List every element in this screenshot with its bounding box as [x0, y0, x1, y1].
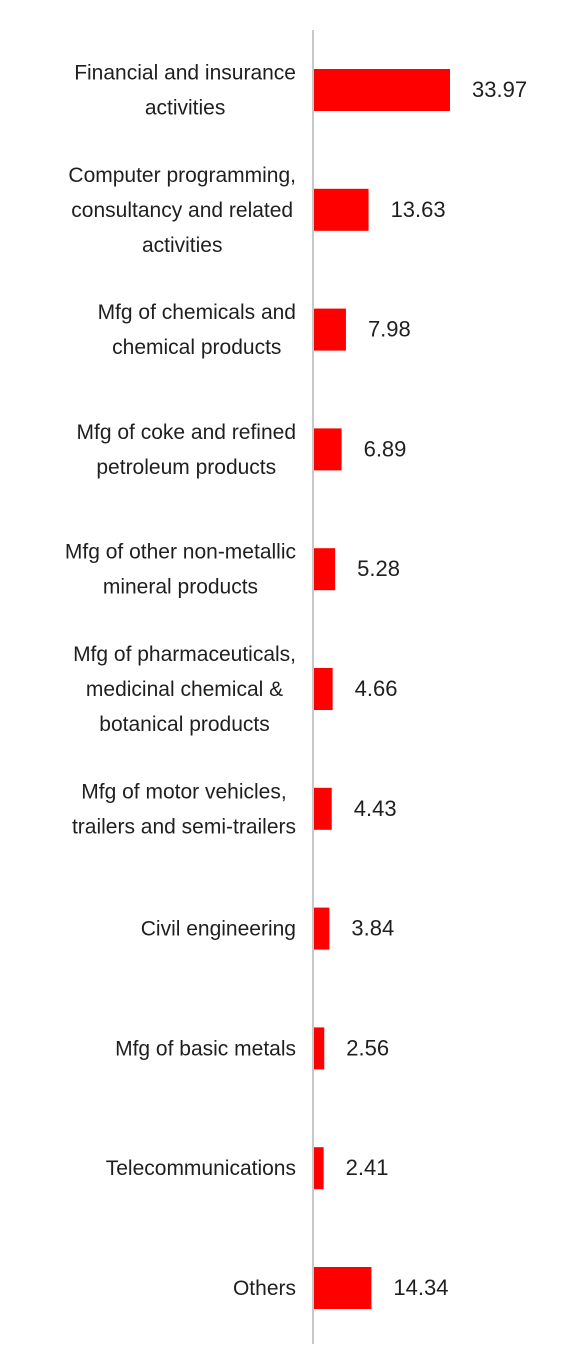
category-label-line: mineral products: [103, 576, 258, 599]
bar: [314, 548, 336, 591]
category-label-line: Others: [233, 1277, 296, 1300]
bar: [314, 668, 333, 710]
category-label-line: Computer programming,: [68, 164, 296, 187]
category-label-line: Mfg of pharmaceuticals,: [73, 643, 296, 666]
category-label: Financial and insurance activities: [74, 62, 296, 120]
category-label: Mfg of motor vehicles, trailers and semi-…: [72, 780, 296, 838]
category-label-line: chemical products: [112, 336, 281, 359]
category-label-line: Mfg of basic metals: [115, 1037, 296, 1060]
bar: [314, 308, 346, 351]
category-label: Civil engineering: [141, 918, 296, 941]
value-label: 6.89: [364, 436, 407, 461]
value-label: 13.63: [391, 197, 446, 222]
category-label: Telecommunications: [106, 1157, 296, 1180]
bar: [314, 1027, 325, 1070]
value-label: 7.98: [368, 317, 411, 342]
category-label-line: medicinal chemical &: [86, 678, 283, 701]
category-label-line: activities: [145, 97, 226, 120]
value-label: 33.97: [472, 77, 527, 102]
bar: [314, 1267, 372, 1309]
category-label: Others: [233, 1277, 296, 1300]
category-label-line: activities: [142, 234, 223, 257]
category-label-line: petroleum products: [96, 456, 276, 479]
category-label: Mfg of chemicals and chemical products: [98, 301, 296, 359]
bar: [314, 69, 450, 111]
category-label-line: botanical products: [99, 713, 269, 736]
category-label: Mfg of pharmaceuticals, medicinal chemica…: [73, 643, 296, 736]
value-label: 4.66: [355, 676, 398, 701]
value-label: 14.34: [393, 1275, 448, 1300]
category-label-line: Financial and insurance: [74, 62, 296, 85]
category-label: Mfg of coke and refined petroleum product…: [77, 421, 296, 479]
category-label-line: trailers and semi-trailers: [72, 815, 296, 838]
bar: [314, 428, 342, 471]
bar: [314, 1147, 324, 1190]
value-label: 3.84: [351, 916, 394, 941]
category-label-line: Mfg of coke and refined: [77, 421, 296, 444]
category-label-line: Civil engineering: [141, 918, 296, 941]
value-label: 4.43: [354, 796, 397, 821]
value-label: 2.41: [346, 1155, 389, 1180]
category-label-line: Mfg of chemicals and: [98, 301, 296, 324]
category-label-line: Mfg of motor vehicles,: [81, 780, 286, 803]
category-labels-group: Financial and insurance activitiesCompute…: [65, 62, 296, 1301]
category-label: Mfg of basic metals: [115, 1037, 296, 1060]
value-labels-group: 33.97 13.63 7.98 6.89 5.28 4.66 4.43 3.84 2.56 2.…: [346, 77, 527, 1300]
category-label-line: Telecommunications: [106, 1157, 296, 1180]
bars-group: [314, 69, 450, 1309]
bar: [314, 907, 330, 950]
category-label: Computer programming, consultancy and rel…: [68, 164, 296, 257]
value-label: 2.56: [346, 1035, 389, 1060]
category-label-line: consultancy and related: [71, 199, 293, 222]
bar: [314, 188, 369, 231]
category-label: Mfg of other non-metallic mineral product…: [65, 541, 296, 599]
bar: [314, 787, 332, 830]
category-label-line: Mfg of other non-metallic: [65, 541, 296, 564]
value-label: 5.28: [357, 556, 400, 581]
